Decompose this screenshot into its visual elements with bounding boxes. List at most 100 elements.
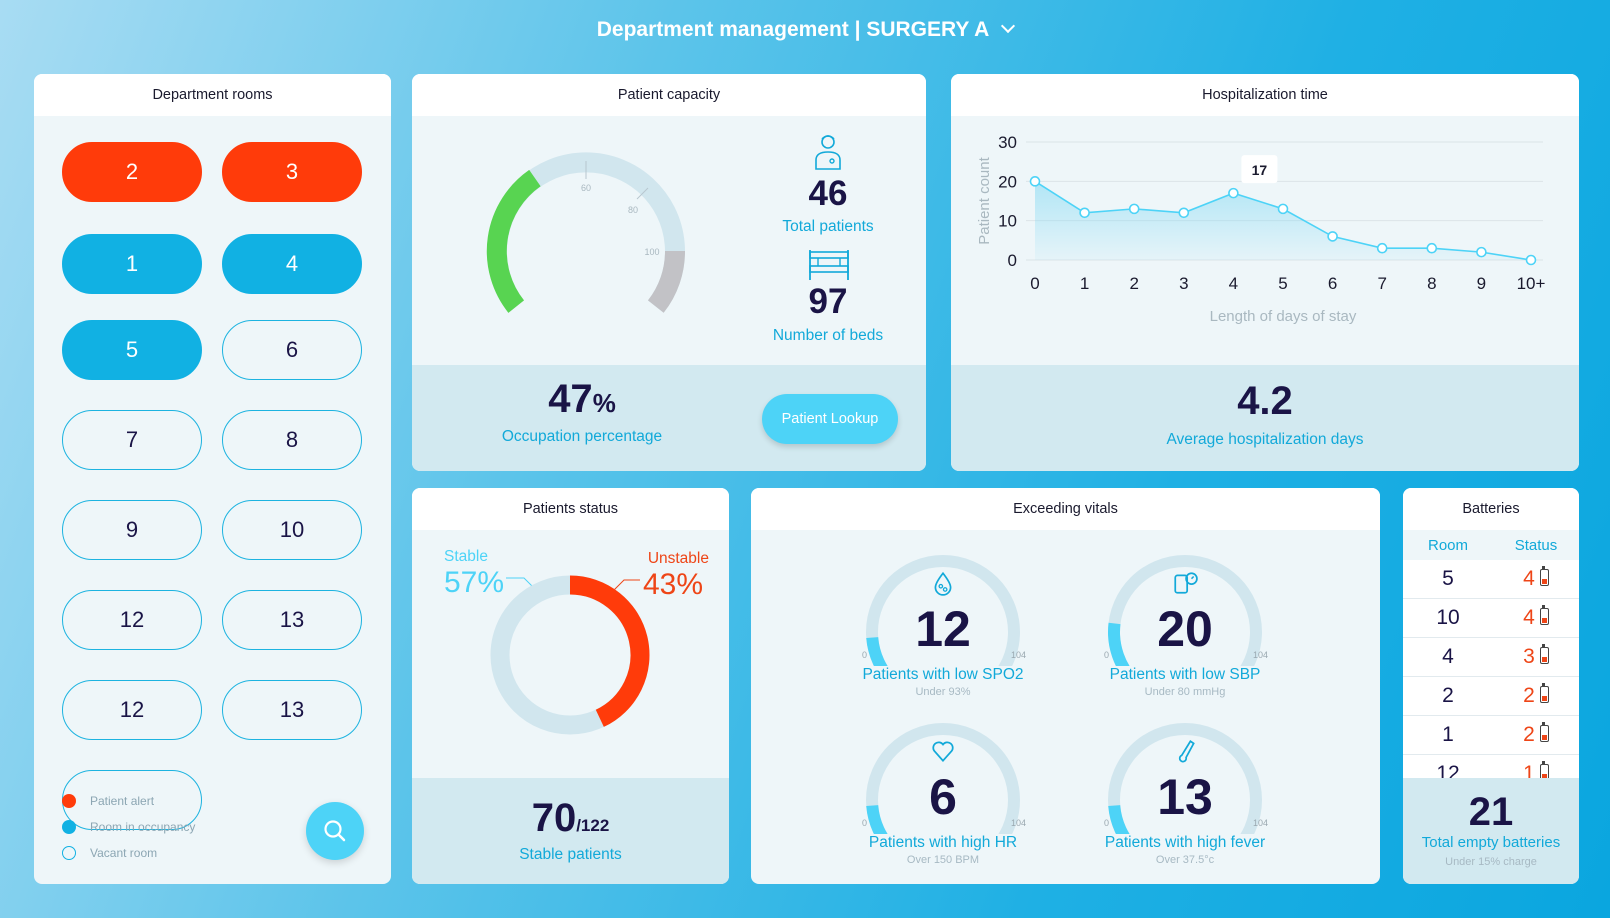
hospitalization-chart: 0 10 20 30 Patient count 0 1 2 3 4 5 6 7 8 9 10+ Length … bbox=[976, 133, 1546, 325]
gauge-max: 104 bbox=[1010, 818, 1026, 828]
drop-icon bbox=[934, 571, 952, 596]
room-button[interactable]: 13 bbox=[222, 590, 362, 650]
stable-label: Stable bbox=[444, 548, 488, 565]
data-point[interactable] bbox=[1128, 203, 1140, 215]
data-point[interactable] bbox=[1376, 242, 1388, 254]
vital-gauge: 20 0 104 Patients with low SBP Under 80 mmHg bbox=[1090, 546, 1280, 706]
heart-icon bbox=[932, 741, 954, 763]
batteries-footer: 21 Total empty batteries Under 15% charg… bbox=[1403, 778, 1579, 884]
room-cell: 5 bbox=[1442, 567, 1454, 590]
bed-icon bbox=[809, 250, 849, 280]
rooms-legend: Patient alert Room in occupancy Vacant r… bbox=[62, 788, 195, 866]
x-tick-label: 7 bbox=[1377, 274, 1386, 293]
data-point[interactable] bbox=[1178, 207, 1190, 219]
legend-label: Vacant room bbox=[90, 846, 158, 860]
battery-low-icon bbox=[1539, 566, 1549, 586]
x-tick-label: 8 bbox=[1427, 274, 1436, 293]
data-point[interactable] bbox=[1228, 187, 1239, 199]
batteries-table: Room Status 5 4 10 4 4 3 2 2 1 2 12 1 bbox=[1403, 530, 1579, 794]
room-button[interactable]: 12 bbox=[62, 590, 202, 650]
chevron-down-icon[interactable] bbox=[1001, 18, 1016, 34]
status-cell: 4 bbox=[1493, 566, 1579, 591]
data-point[interactable] bbox=[1476, 246, 1487, 258]
room-button[interactable]: 2 bbox=[62, 142, 202, 202]
gauge-min: 0 bbox=[862, 650, 868, 660]
room-button[interactable]: 7 bbox=[62, 410, 202, 470]
patients-status-card: Patients status Stable 57% Unstable 43% … bbox=[412, 488, 729, 884]
card-title: Batteries bbox=[1403, 488, 1579, 530]
rooms-grid: 2 3 1 4 5 6 7 8 9 10 12 13 12 13 bbox=[62, 142, 362, 858]
room-cell: 2 bbox=[1442, 684, 1454, 707]
battery-count: 2 bbox=[1523, 723, 1535, 746]
hospitalization-footer: 4.2 Average hospitalization days bbox=[951, 365, 1579, 471]
total-empty-batteries-label: Total empty batteries bbox=[1421, 834, 1561, 851]
room-button[interactable]: 8 bbox=[222, 410, 362, 470]
total-patients-label: Total patients bbox=[782, 218, 874, 235]
room-cell: 1 bbox=[1442, 723, 1454, 746]
hospitalization-time-card: Hospitalization time 0 10 20 30 Patient coun… bbox=[951, 74, 1579, 471]
status-cell: 3 bbox=[1493, 644, 1579, 669]
total-empty-batteries-value: 21 bbox=[1468, 790, 1514, 834]
room-button[interactable]: 12 bbox=[62, 680, 202, 740]
column-header-status: Status bbox=[1514, 536, 1558, 554]
average-hospitalization-value: 4.2 bbox=[1237, 379, 1293, 423]
x-tick-label: 2 bbox=[1129, 274, 1138, 293]
page-header[interactable]: Department management | SURGERY A bbox=[0, 18, 1610, 42]
gauge-tick: 60 bbox=[581, 183, 591, 193]
battery-count: 3 bbox=[1523, 645, 1535, 668]
table-row[interactable]: 10 4 bbox=[1403, 599, 1579, 638]
x-tick-label: 10+ bbox=[1517, 274, 1546, 293]
gauge-tick: 80 bbox=[628, 205, 638, 215]
search-button[interactable] bbox=[306, 802, 364, 860]
data-point[interactable] bbox=[1327, 231, 1338, 242]
gauge-fill bbox=[486, 169, 541, 313]
stable-percentage: 57% bbox=[444, 566, 505, 599]
status-donut bbox=[490, 575, 650, 735]
vital-sub-label: Over 37.5°c bbox=[1155, 854, 1215, 866]
room-button[interactable]: 6 bbox=[222, 320, 362, 380]
legend-item-alert: Patient alert bbox=[62, 788, 195, 814]
patient-lookup-button[interactable]: Patient Lookup bbox=[762, 394, 898, 444]
gauge-fill bbox=[866, 636, 888, 666]
legend-label: Patient alert bbox=[90, 794, 155, 808]
status-cell: 2 bbox=[1493, 683, 1579, 708]
card-title: Exceeding vitals bbox=[751, 488, 1380, 530]
data-point[interactable] bbox=[1525, 254, 1537, 266]
room-button[interactable]: 5 bbox=[62, 320, 202, 380]
department-rooms-card: Department rooms 2 3 1 4 5 6 7 8 9 10 12 13 12 13 Pat… bbox=[34, 74, 391, 884]
room-button[interactable]: 4 bbox=[222, 234, 362, 294]
legend-item-vacant: Vacant room bbox=[62, 840, 195, 866]
data-point[interactable] bbox=[1079, 207, 1090, 219]
data-point[interactable] bbox=[1277, 203, 1289, 215]
room-button[interactable]: 3 bbox=[222, 142, 362, 202]
room-cell: 10 bbox=[1436, 606, 1460, 629]
battery-low-icon bbox=[1539, 644, 1549, 664]
x-tick-label: 1 bbox=[1080, 274, 1089, 293]
stable-count-value: 70 bbox=[531, 796, 577, 840]
room-button[interactable]: 13 bbox=[222, 680, 362, 740]
room-button[interactable]: 1 bbox=[62, 234, 202, 294]
data-point[interactable] bbox=[1029, 176, 1041, 187]
beds-label: Number of beds bbox=[772, 327, 884, 344]
alert-dot-icon bbox=[62, 794, 76, 808]
stable-count: 70/122 bbox=[412, 796, 729, 841]
tooltip bbox=[1241, 155, 1278, 184]
gauge-fill bbox=[866, 804, 888, 834]
x-tick-label: 4 bbox=[1229, 274, 1238, 293]
x-tick-label: 5 bbox=[1278, 274, 1287, 293]
vital-label: Patients with low SBP bbox=[1109, 666, 1261, 683]
room-button[interactable]: 10 bbox=[222, 500, 362, 560]
battery-count: 4 bbox=[1523, 606, 1535, 629]
tooltip-value: 17 bbox=[1252, 162, 1268, 178]
room-button[interactable]: 9 bbox=[62, 500, 202, 560]
total-patients-value: 46 bbox=[808, 174, 848, 213]
vital-gauge: 6 0 104 Patients with high HR Over 150 BPM bbox=[848, 714, 1038, 874]
vital-value: 6 bbox=[929, 769, 957, 825]
data-point[interactable] bbox=[1426, 242, 1438, 254]
battery-low-icon bbox=[1539, 605, 1549, 625]
search-icon bbox=[324, 820, 346, 842]
